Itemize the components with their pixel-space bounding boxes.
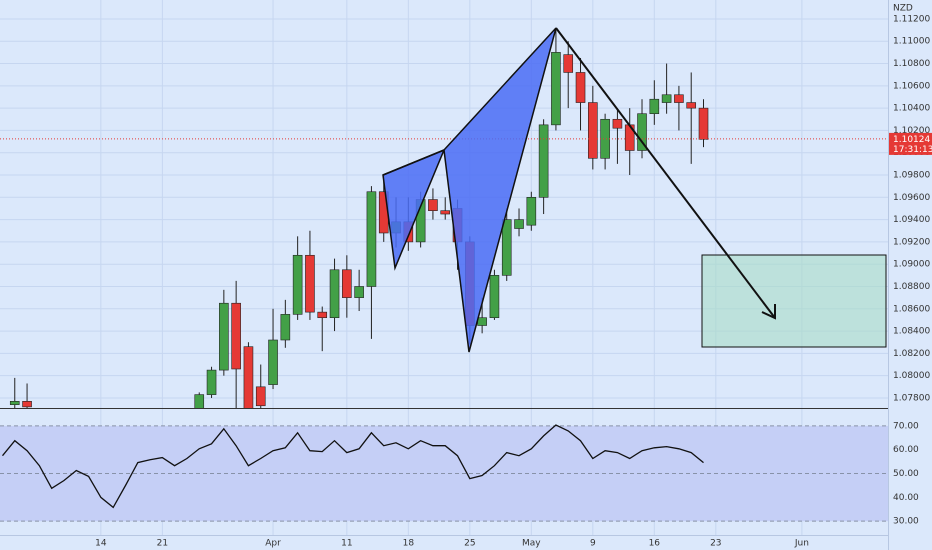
candle-body: [575, 72, 586, 103]
x-tick-label: 25: [464, 539, 475, 549]
x-tick-label: 21: [157, 539, 168, 549]
candle-body: [588, 102, 598, 159]
candle-body: [219, 302, 229, 371]
candle-body: [440, 210, 451, 215]
candle-body: [526, 197, 537, 226]
candle-body: [366, 191, 377, 287]
candle-body: [428, 199, 438, 211]
x-tick-label: 23: [710, 539, 721, 549]
target-zone: [701, 254, 887, 348]
candle-body: [280, 314, 291, 341]
candle-body: [317, 311, 328, 319]
candle-body: [551, 52, 561, 126]
currency-label: NZD: [893, 4, 913, 14]
x-tick-label: 16: [649, 539, 661, 549]
candle-body: [600, 118, 610, 159]
x-tick-label: Apr: [265, 539, 281, 549]
y-tick-label: 1.09800: [893, 171, 930, 181]
candle-body: [563, 54, 574, 73]
candle-body: [354, 286, 364, 298]
y-tick-label: 1.10200: [893, 126, 930, 136]
y-tick-label: 1.09000: [893, 260, 930, 270]
y-tick-label: 1.11200: [893, 14, 930, 24]
arrow-head: [761, 304, 776, 320]
candle-body: [206, 369, 217, 395]
harmonic-pattern: [382, 27, 887, 353]
candle-body: [342, 269, 352, 298]
candle-body: [268, 339, 278, 385]
x-tick-label: 18: [403, 539, 415, 549]
candle-body: [243, 346, 254, 408]
candle-body: [674, 94, 684, 103]
candle-body: [612, 118, 623, 129]
last-price-label: 1.10124: [893, 135, 930, 145]
rsi-tick-label: 40.00: [893, 493, 919, 503]
candle-body: [501, 219, 512, 276]
last-price-box: [889, 132, 932, 155]
countdown-label: 17:31:13: [893, 145, 932, 155]
x-tick-label: Jun: [794, 539, 809, 549]
projection-arrow: [555, 27, 776, 319]
candle-body: [329, 269, 340, 319]
candle-body: [637, 113, 647, 151]
y-tick-label: 1.08000: [893, 371, 930, 381]
y-tick-label: 1.09400: [893, 215, 930, 225]
y-tick-label: 1.08600: [893, 304, 930, 314]
y-tick-label: 1.09600: [893, 193, 930, 203]
y-tick-label: 1.08800: [893, 282, 930, 292]
candle-body: [22, 401, 32, 408]
y-tick-label: 1.10600: [893, 81, 930, 91]
candle-body: [292, 254, 303, 315]
candle-body: [538, 124, 549, 198]
x-tick-label: 11: [341, 539, 352, 549]
y-tick-label: 1.10400: [893, 104, 930, 114]
candle-body: [477, 317, 487, 326]
rsi-tick-label: 30.00: [893, 517, 919, 527]
pattern-line: [382, 149, 445, 176]
candle-body: [9, 401, 20, 405]
y-tick-label: 1.11000: [893, 37, 930, 47]
y-tick-label: 1.09200: [893, 237, 930, 247]
y-tick-label: 1.08200: [893, 349, 930, 359]
y-tick-label: 1.10800: [893, 59, 930, 69]
candle-body: [194, 394, 205, 408]
candle-body: [489, 275, 500, 319]
x-tick-label: May: [522, 539, 541, 549]
candle-body: [698, 107, 709, 140]
rsi-line: [1, 424, 704, 509]
candle-body: [686, 102, 697, 109]
rsi-tick-label: 60.00: [893, 445, 919, 455]
candle-body: [661, 94, 672, 103]
y-tick-label: 1.08400: [893, 327, 930, 337]
candle-body: [231, 302, 241, 370]
candle-body: [649, 98, 660, 115]
candle-body: [514, 219, 524, 229]
x-tick-label: 9: [590, 539, 596, 549]
candle-body: [255, 386, 266, 407]
rsi-tick-label: 70.00: [893, 421, 919, 431]
y-tick-label: 1.07800: [893, 393, 930, 403]
rsi-tick-label: 50.00: [893, 469, 919, 479]
pattern-bcd: [443, 27, 557, 353]
x-tick-label: 14: [95, 539, 107, 549]
candle-body: [305, 254, 315, 313]
